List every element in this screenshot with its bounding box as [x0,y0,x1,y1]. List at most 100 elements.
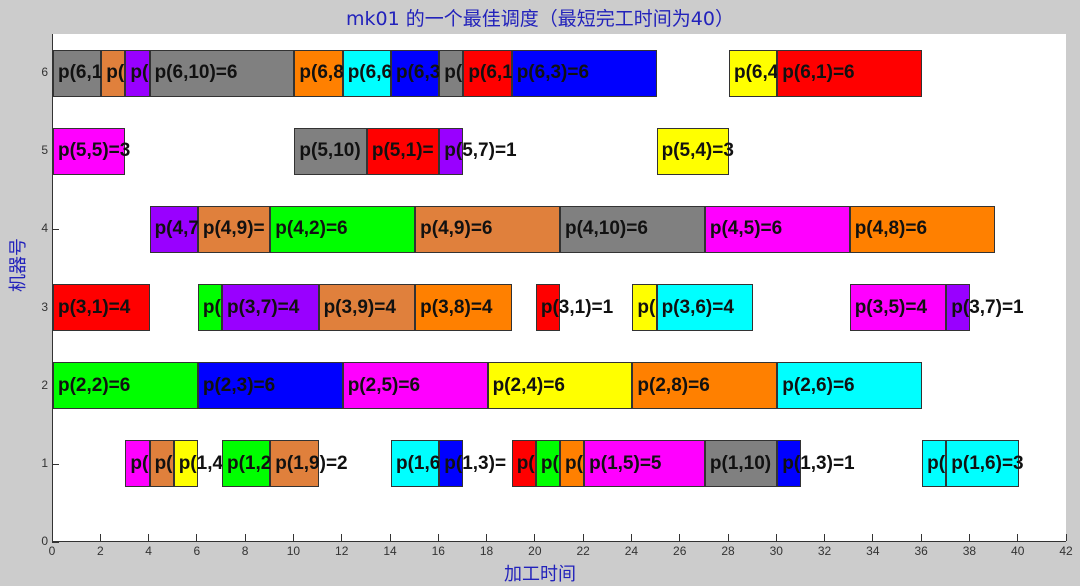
x-tick-label: 28 [721,544,735,558]
task-bar: p(2,3)=6 [197,362,343,410]
task-bar: p(6,4 [729,49,778,97]
x-tick [341,534,343,541]
task-bar: p(3,7)=4 [222,284,319,331]
task-label: p( [154,452,173,474]
task-label: p(3,1)=4 [58,296,131,318]
task-bar: p(1,3)= [439,440,506,488]
x-tick [244,534,246,541]
x-tick [51,534,53,541]
task-label: p(3,7)=1 [951,296,1024,318]
task-label: p(4,8)=6 [854,218,928,240]
task-label: p(1,6)=3 [951,452,1024,474]
task-label: p( [540,452,559,474]
task-bar: p(6,6 [342,49,393,97]
task-label: p(6,1 [58,62,103,84]
task-bar: p(6,3 [391,49,440,97]
y-tick-label: 3 [41,299,48,314]
task-label: p( [637,296,656,318]
x-tick [486,534,488,541]
x-tick [99,534,101,541]
x-tick [582,534,584,541]
task-label: p(5,4)=3 [661,140,734,162]
x-tick-label: 20 [528,544,542,558]
x-tick-label: 30 [769,544,783,558]
y-tick-label: 2 [41,377,48,392]
task-label: p(2,3)=6 [202,374,276,396]
task-bar: p(6,8 [294,49,344,97]
y-tick [52,542,59,543]
task-label: p(3,1)=1 [540,296,614,318]
task-bar: p(5,1)= [366,127,440,175]
task-bar: p(2,5)=6 [342,362,488,410]
task-bar: p(3,5)=4 [849,284,947,331]
x-tick [148,534,150,541]
x-tick [437,534,439,541]
task-bar: p( [511,440,536,488]
task-bar: p(5,7)=1 [439,127,517,175]
y-tick [52,463,59,465]
task-bar: p(6,10)=6 [149,49,295,97]
task-label: p(5,7)=1 [444,140,517,162]
x-tick [872,534,874,541]
task-label: p(6,1)=6 [782,62,855,84]
task-bar: p(3,8)=4 [415,284,512,331]
x-tick-label: 6 [193,544,201,558]
task-label: p(6,3)=6 [516,62,590,84]
x-tick [679,534,681,541]
task-label: p(4,7 [154,218,199,240]
x-tick-label: 14 [383,544,397,558]
task-bar: p(1,3)=1 [777,440,855,488]
task-bar: p(2,2)=6 [53,362,198,410]
x-tick-label: 8 [241,544,249,558]
x-tick-label: 4 [145,544,152,558]
task-bar: p(1,4)=1 [173,440,251,488]
task-label: p(4,5)=6 [709,218,783,240]
x-tick [1065,534,1067,541]
task-label: p(5,1)= [371,140,434,162]
task-bar: p( [125,49,150,97]
x-tick-label: 18 [479,544,494,558]
task-label: p(3,5)=4 [854,296,928,318]
task-bar: p(1,6)=3 [946,440,1024,488]
task-label: p(1,9)=2 [275,452,348,474]
x-tick-label: 16 [431,544,445,558]
task-bar: p(2,8)=6 [632,362,778,410]
plot-area: p(6,1 p(p(p(6,10)=6 p(6,8 p(6,6 p(6,3 p(p(6,1… [52,34,1066,542]
x-tick-label: 26 [673,544,687,558]
task-label: p(2,5)=6 [347,374,421,396]
x-tick [775,534,777,541]
y-tick-label: 5 [41,143,48,158]
task-bar: p(6,1 [463,49,513,97]
x-tick [1017,534,1019,541]
task-bar: p(4,8)=6 [849,205,995,253]
task-label: p(3,7)=4 [227,296,300,318]
task-label: p( [130,452,149,474]
task-bar: p(4,10)=6 [560,205,705,253]
task-label: p(6,6 [347,62,393,84]
task-bar: p( [439,49,464,97]
task-bar: p( [632,284,657,331]
task-bar: p(4,9)=6 [415,205,560,253]
task-label: p(1,5)=5 [589,452,662,474]
task-label: p(4,9)= [202,218,265,240]
x-tick [534,534,536,541]
task-label: p(2,8)=6 [637,374,710,396]
task-bar: p(3,6)=4 [656,284,754,331]
x-tick [292,534,294,541]
task-bar: p(3,7)=1 [946,284,1024,331]
x-tick [630,534,632,541]
task-bar: p( [197,284,222,331]
task-bar: p(2,4)=6 [487,362,633,410]
task-label: p(5,10) [299,140,361,162]
x-tick-label: 34 [866,544,880,558]
x-tick-label: 10 [286,544,301,558]
x-tick-label: 24 [624,544,639,558]
task-bar: p(6,1)=6 [777,49,923,97]
task-bar: p(6,1 [53,49,103,97]
task-bar: p( [560,440,585,488]
y-tick [52,229,59,231]
task-bar: p(4,5)=6 [704,205,850,253]
task-bar: p(1,6 [391,440,440,488]
task-label: p(3,8)=4 [420,296,493,318]
task-label: p(6,8 [299,62,344,84]
